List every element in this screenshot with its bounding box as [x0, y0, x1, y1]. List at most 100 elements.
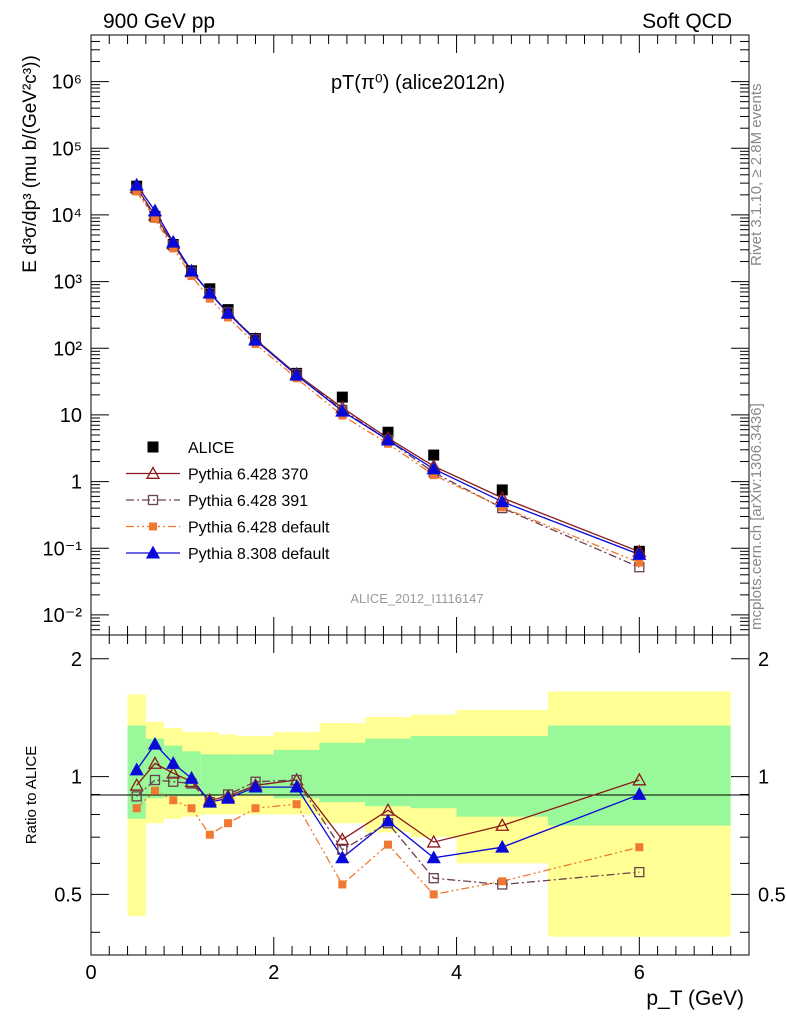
ratio-point-pythia-6-428-default [384, 840, 393, 849]
ratio-point-pythia-6-428-391 [634, 866, 645, 878]
ratio-y-tick-label: 0.5 [54, 884, 82, 906]
point-pythia-8-308-default [632, 547, 647, 560]
uncertainty-band-inner [547, 725, 731, 826]
point-pythia-8-308-default [202, 285, 217, 299]
ratio-point-pythia-6-428-default [205, 830, 214, 839]
x-tick-label: 0 [85, 962, 96, 984]
ratio-point-pythia-6-428-391 [168, 776, 179, 787]
point-pythia-8-308-default [495, 494, 510, 508]
uncertainty-band-inner [319, 742, 366, 803]
legend-label-pythia-6-428-default: Pythia 6.428 default [188, 520, 330, 537]
ratio-point-pythia-8-308-default [380, 813, 396, 827]
ratio-point-pythia-6-428-default [498, 877, 507, 886]
uncertainty-band-inner [218, 754, 238, 795]
ratio-point-pythia-6-428-391 [428, 873, 439, 884]
ratio-point-pythia-6-428-391 [131, 791, 142, 802]
point-alice [496, 484, 508, 496]
main-frame [90, 34, 750, 636]
main-marks [129, 177, 647, 573]
side-label-bottom: mcplots.cern.ch [arXiv:1306.3436] [748, 403, 765, 630]
ratio-point-pythia-6-428-default [187, 804, 196, 813]
ratio-point-pythia-6-428-391 [149, 774, 161, 786]
uncertainty-band-inner [365, 738, 411, 807]
ratio-point-pythia-8-308-default [495, 839, 510, 853]
ratio-point-pythia-8-308-default [632, 787, 647, 800]
point-pythia-8-308-default [184, 263, 199, 277]
ratio-point-pythia-6-428-default [251, 804, 260, 813]
point-pythia-8-308-default [289, 367, 304, 381]
legend-label-pythia-6-428-391: Pythia 6.428 391 [188, 493, 308, 510]
ratio-point-pythia-8-308-default [184, 770, 199, 784]
legend-marker-pythia-6-428-391 [147, 494, 159, 506]
legend: ALICE Pythia 6.428 370 Pythia 6.428 391 Pyt… [126, 440, 330, 563]
point-pythia-8-308-default [335, 403, 350, 417]
legend-marker-pythia-6-428-370 [145, 466, 161, 479]
legend-marker-pythia-8-308-default [145, 545, 161, 559]
y-tick-label: 10⁻² [43, 605, 83, 627]
main-axes: 10⁻² 10⁻¹ 1 10 10² 10³ 10⁴ 10⁵ 10⁶ [43, 34, 749, 636]
uncertainty-band-inner [456, 735, 548, 817]
y-tick-label: 10² [53, 338, 82, 360]
ratio-point-pythia-6-428-370 [335, 832, 350, 846]
point-pythia-6-428-default [429, 471, 438, 480]
point-pythia-8-308-default [380, 432, 396, 446]
ratio-point-pythia-8-308-default [220, 790, 236, 804]
y-tick-label: 1 [71, 472, 82, 494]
ratio-y-tick-label: 2 [71, 649, 82, 671]
point-pythia-6-428-default [169, 244, 178, 253]
ratio-point-pythia-6-428-default [292, 800, 301, 809]
ratio-point-pythia-8-308-default [289, 779, 304, 793]
point-pythia-8-308-default [166, 234, 181, 248]
ratio-y-tick-label-right: 1 [758, 767, 769, 789]
ratio-point-pythia-8-308-default [129, 762, 144, 776]
ratio-y-tick-label: 1 [71, 767, 82, 789]
ratio-point-pythia-6-428-370 [632, 772, 647, 786]
point-alice [428, 449, 440, 461]
ratio-y-tick-label-right: 2 [758, 649, 769, 671]
ratio-point-pythia-6-428-370 [166, 765, 181, 779]
ratio-point-pythia-6-428-default [169, 796, 178, 805]
ratio-point-pythia-6-428-370 [147, 756, 163, 769]
y-tick-label: 10⁴ [51, 205, 82, 227]
ratio-point-pythia-6-428-default [635, 843, 644, 852]
ratio-bands [127, 691, 731, 937]
point-pythia-6-428-default [635, 558, 644, 567]
y-tick-label: 10⁶ [52, 72, 82, 94]
ratio-y-tick-label-right: 0.5 [758, 884, 786, 906]
main-panel: 10⁻² 10⁻¹ 1 10 10² 10³ 10⁴ 10⁵ 10⁶ pT(π⁰) (alice… [20, 34, 750, 636]
ratio-marks [129, 736, 647, 899]
y-tick-label: 10 [60, 405, 82, 427]
ratio-point-pythia-8-308-default [202, 794, 217, 808]
uncertainty-band-inner [410, 735, 457, 809]
series-line-pythia-6-428-391 [136, 189, 640, 568]
ratio-y-axis-label: Ratio to ALICE [23, 746, 40, 844]
x-tick-label: 6 [634, 962, 645, 984]
ratio-point-pythia-8-308-default [426, 850, 441, 864]
side-label-top: Rivet 3.1.10, ≥ 2.8M events [748, 84, 765, 267]
ratio-line-pythia-6-428-391 [136, 779, 640, 886]
point-pythia-8-308-default [147, 203, 163, 217]
ratio-point-pythia-6-428-370 [495, 818, 510, 831]
ratio-point-pythia-6-428-default [132, 804, 141, 813]
legend-label-pythia-8-308-default: Pythia 8.308 default [188, 546, 330, 563]
x-axis-label: p_T (GeV) [646, 987, 744, 1010]
ratio-point-pythia-8-308-default [147, 736, 163, 750]
point-pythia-8-308-default [248, 332, 263, 346]
ratio-panel: 0.5 0.5 1 1 2 2 0 2 4 6 Ratio to ALICE p_T (GeV) [23, 634, 786, 1010]
ratio-point-pythia-8-308-default [335, 850, 350, 864]
x-tick-label: 2 [268, 962, 279, 984]
uncertainty-band-inner [200, 754, 219, 797]
ratio-point-pythia-6-428-370 [129, 777, 144, 791]
ratio-axes: 0.5 0.5 1 1 2 2 0 2 4 6 [54, 635, 786, 984]
point-pythia-8-308-default [220, 305, 236, 319]
main-title: pT(π⁰) (alice2012n) [331, 72, 505, 94]
ratio-point-pythia-8-308-default [166, 756, 181, 769]
point-alice [336, 391, 348, 403]
watermark: ALICE_2012_I1116147 [350, 591, 483, 606]
ratio-point-pythia-8-308-default [248, 779, 263, 793]
legend-marker-alice [147, 441, 159, 453]
y-tick-label: 10³ [53, 272, 82, 294]
ratio-point-pythia-6-428-370 [426, 834, 441, 848]
ratio-point-pythia-6-428-default [429, 890, 438, 899]
